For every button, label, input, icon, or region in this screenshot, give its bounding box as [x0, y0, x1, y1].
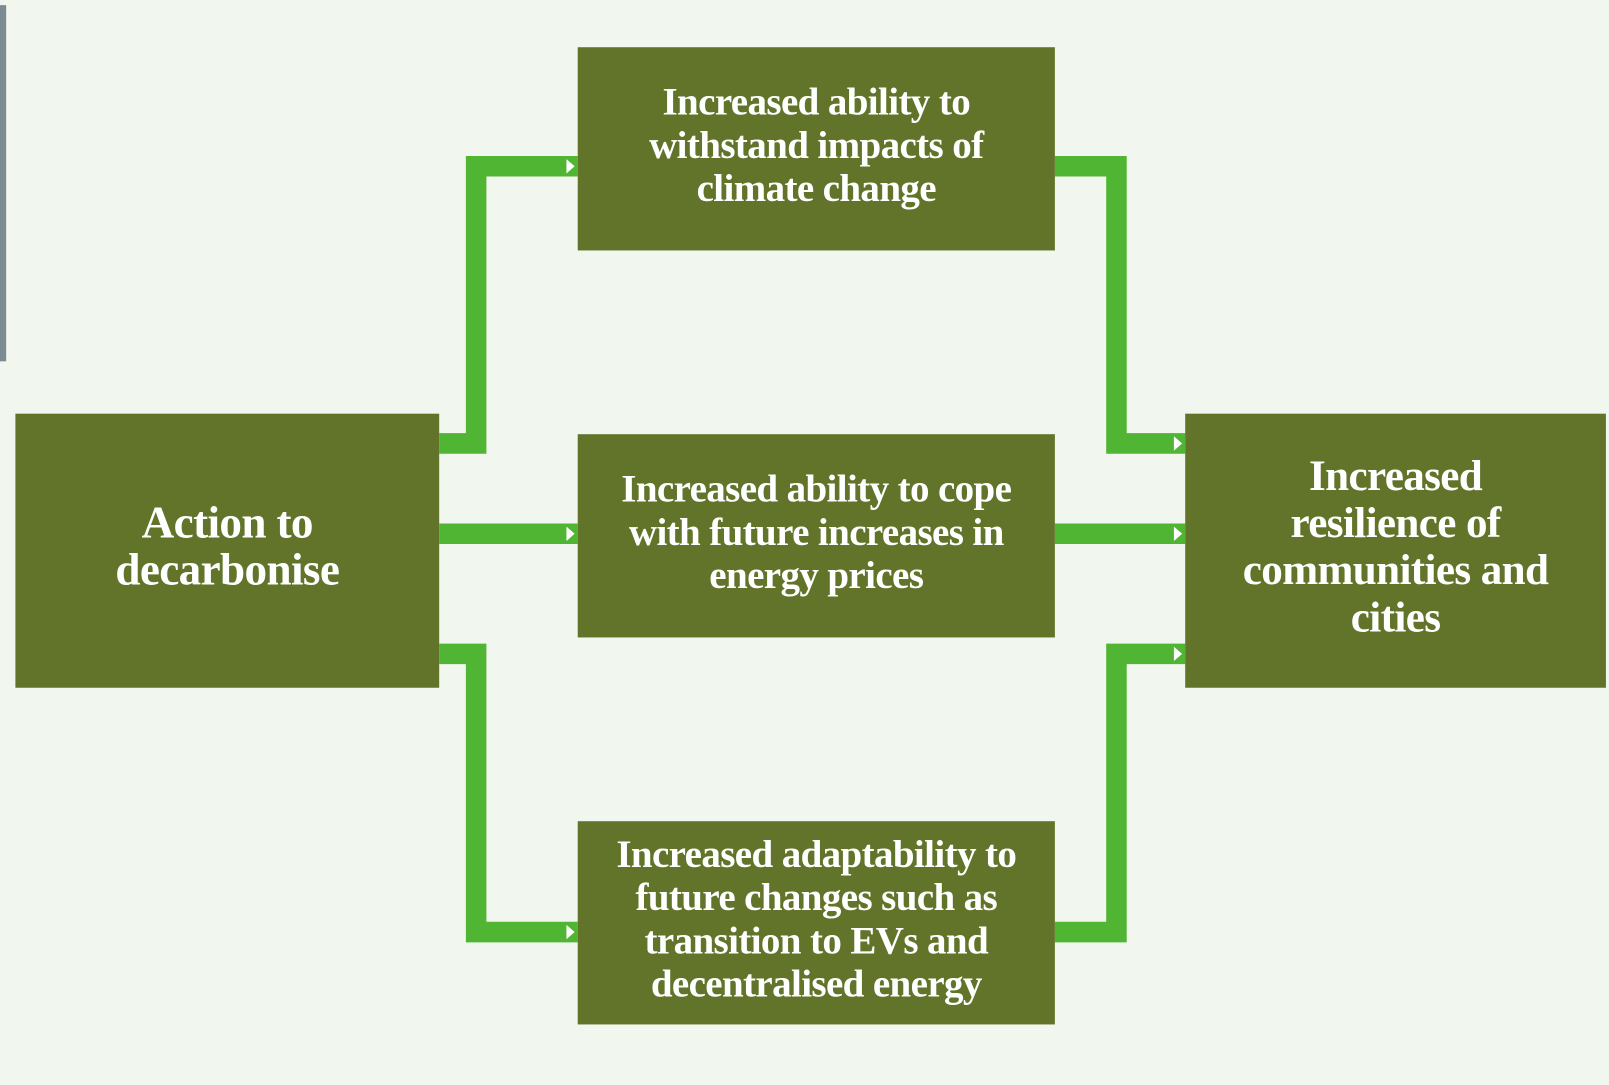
- node-box: [1185, 413, 1606, 688]
- connector: [1054, 156, 1186, 454]
- node-label: Increased adaptability to: [616, 833, 1016, 876]
- node-box: [577, 47, 1055, 251]
- node-label: energy prices: [709, 554, 923, 597]
- node-label: communities and: [1243, 547, 1549, 594]
- node-label: decarbonise: [115, 545, 339, 595]
- node-label: decentralised energy: [651, 962, 983, 1005]
- node-box: [577, 434, 1055, 638]
- connector: [1054, 643, 1186, 943]
- node-label: Action to: [142, 497, 313, 547]
- node-label: with future increases in: [629, 511, 1005, 554]
- node-label: Increased ability to cope: [621, 468, 1011, 511]
- connector: [439, 156, 578, 454]
- node-box: [15, 413, 440, 688]
- node-label: future changes such as: [635, 876, 997, 919]
- node-label: climate change: [697, 167, 937, 210]
- connectors: [439, 156, 1186, 943]
- arrowhead: [1173, 526, 1183, 541]
- node-label: cities: [1351, 594, 1441, 641]
- arrowhead: [566, 924, 575, 940]
- node-label: resilience of: [1290, 500, 1501, 547]
- arrowhead: [1173, 436, 1183, 451]
- photo-edge: [0, 5, 7, 362]
- node-label: withstand impacts of: [649, 124, 985, 167]
- arrowhead: [566, 526, 575, 541]
- connector: [439, 643, 578, 943]
- arrowhead: [566, 159, 575, 174]
- node-label: Increased: [1309, 453, 1483, 500]
- arrowhead: [1173, 646, 1183, 662]
- node-label: Increased ability to: [663, 81, 971, 124]
- node-box: [577, 821, 1055, 1025]
- node-label: transition to EVs and: [645, 919, 989, 962]
